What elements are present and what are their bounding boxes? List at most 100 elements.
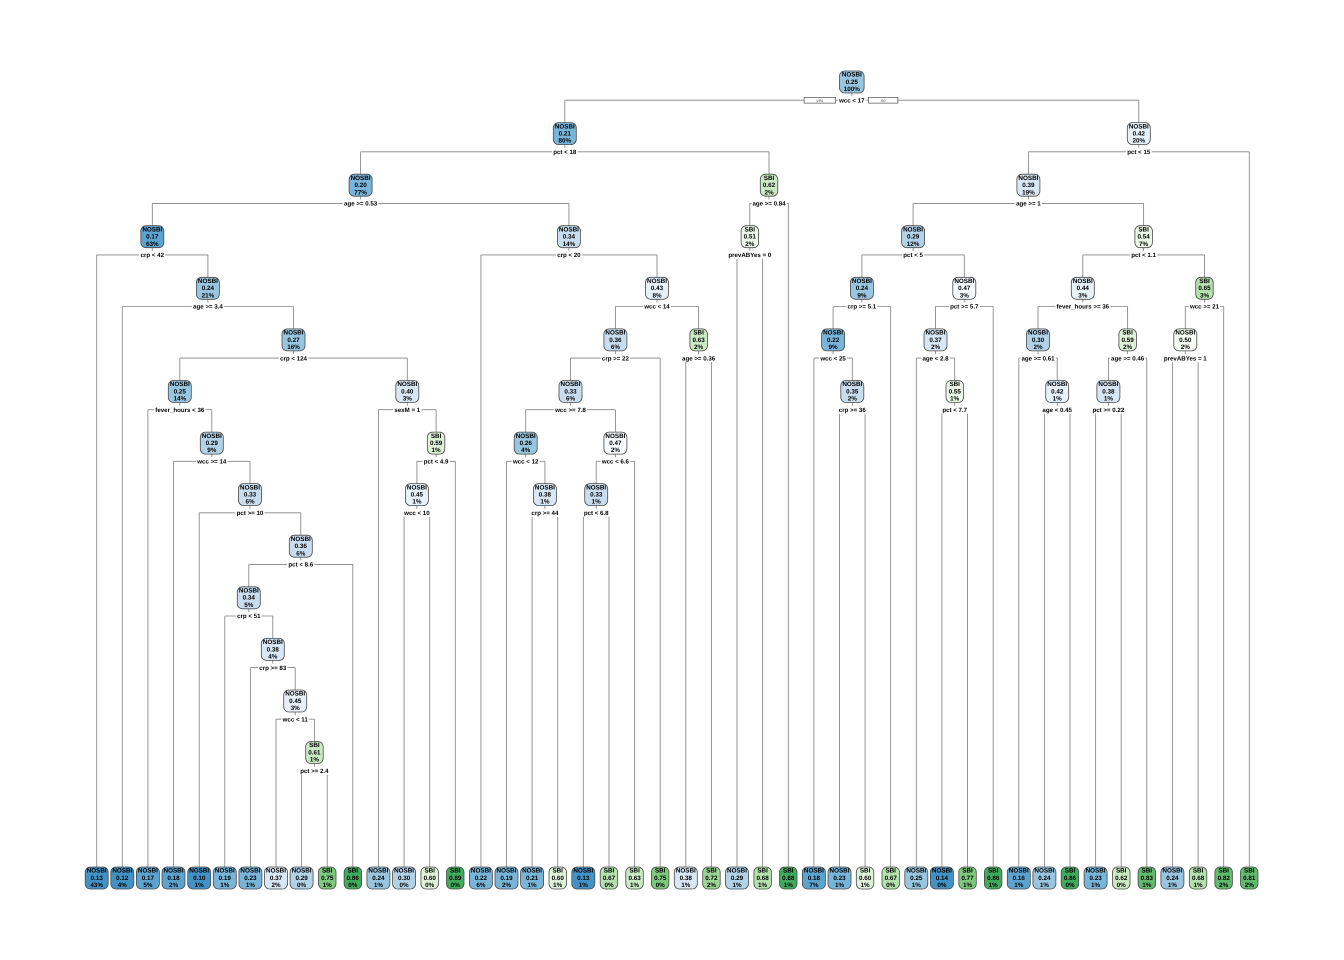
svg-text:0.36: 0.36 (295, 543, 308, 550)
svg-text:NOSBI: NOSBI (852, 278, 872, 285)
svg-text:0.17: 0.17 (142, 875, 155, 882)
svg-text:0.47: 0.47 (609, 440, 622, 447)
svg-text:prevABYes = 0: prevABYes = 0 (728, 252, 771, 259)
svg-text:1%: 1% (528, 882, 538, 889)
svg-text:16%: 16% (287, 344, 300, 351)
svg-text:0%: 0% (656, 882, 666, 889)
svg-text:0.38: 0.38 (1102, 388, 1115, 395)
svg-text:0%: 0% (400, 882, 410, 889)
svg-text:NOSBI: NOSBI (263, 639, 283, 646)
svg-text:0.16: 0.16 (1013, 875, 1026, 882)
svg-text:SBI: SBI (348, 868, 359, 875)
svg-text:crp >= 5.1: crp >= 5.1 (848, 304, 877, 311)
svg-text:0.42: 0.42 (1051, 388, 1064, 395)
svg-text:3%: 3% (960, 292, 970, 299)
svg-text:NOSBI: NOSBI (170, 381, 190, 388)
svg-text:wcc < 25: wcc < 25 (819, 355, 846, 362)
svg-text:age >= 0.84: age >= 0.84 (752, 201, 786, 208)
svg-text:0.43: 0.43 (651, 285, 664, 292)
svg-text:wcc < 17: wcc < 17 (838, 97, 865, 104)
svg-text:NOSBI: NOSBI (535, 484, 555, 491)
svg-text:0.45: 0.45 (411, 492, 424, 499)
svg-text:0.65: 0.65 (1198, 285, 1211, 292)
svg-text:crp >= 36: crp >= 36 (839, 407, 867, 414)
svg-text:NOSBI: NOSBI (516, 433, 536, 440)
svg-text:crp < 124: crp < 124 (280, 355, 307, 362)
svg-text:SBI: SBI (745, 226, 756, 233)
svg-text:0.23: 0.23 (244, 875, 257, 882)
svg-text:crp >= 83: crp >= 83 (259, 665, 287, 672)
svg-text:2%: 2% (1219, 882, 1229, 889)
svg-text:fever_hours >= 36: fever_hours >= 36 (1057, 304, 1110, 311)
svg-text:SBI: SBI (693, 330, 704, 337)
svg-text:1%: 1% (374, 882, 384, 889)
svg-text:0%: 0% (451, 882, 461, 889)
svg-text:0.39: 0.39 (1022, 182, 1035, 189)
svg-text:NOSBI: NOSBI (292, 868, 312, 875)
svg-text:6%: 6% (296, 550, 306, 557)
svg-text:crp < 20: crp < 20 (557, 252, 581, 259)
svg-text:NOSBI: NOSBI (676, 868, 696, 875)
svg-text:NOSBI: NOSBI (605, 433, 625, 440)
svg-text:0%: 0% (886, 882, 896, 889)
svg-text:NOSBI: NOSBI (284, 330, 304, 337)
svg-text:SBI: SBI (655, 868, 666, 875)
svg-text:2%: 2% (745, 241, 755, 248)
svg-text:3%: 3% (403, 396, 413, 403)
svg-text:1%: 1% (1014, 882, 1024, 889)
svg-text:NOSBI: NOSBI (407, 484, 427, 491)
svg-text:0.29: 0.29 (907, 234, 920, 241)
svg-text:0.17: 0.17 (146, 234, 159, 241)
svg-text:6%: 6% (245, 499, 255, 506)
svg-text:0.72: 0.72 (705, 875, 718, 882)
svg-text:NOSBI: NOSBI (586, 484, 606, 491)
svg-text:age < 0.45: age < 0.45 (1042, 407, 1072, 414)
svg-text:1%: 1% (220, 882, 230, 889)
svg-text:age < 2.8: age < 2.8 (922, 355, 949, 362)
svg-text:0.33: 0.33 (244, 492, 257, 499)
svg-text:4%: 4% (521, 447, 531, 454)
svg-text:NOSBI: NOSBI (1034, 868, 1054, 875)
svg-text:7%: 7% (809, 882, 819, 889)
svg-text:NOSBI: NOSBI (164, 868, 184, 875)
svg-text:0%: 0% (1065, 882, 1075, 889)
svg-text:SBI: SBI (988, 868, 999, 875)
svg-text:3%: 3% (1078, 292, 1088, 299)
svg-text:0.81: 0.81 (1243, 875, 1256, 882)
svg-text:age >= 0.46: age >= 0.46 (1111, 355, 1145, 362)
svg-text:age >= 0.53: age >= 0.53 (344, 201, 378, 208)
svg-text:pct >= 2.4: pct >= 2.4 (300, 768, 329, 775)
svg-text:0%: 0% (348, 882, 358, 889)
svg-text:0.60: 0.60 (552, 875, 565, 882)
svg-text:0.23: 0.23 (833, 875, 846, 882)
svg-text:1%: 1% (861, 882, 871, 889)
svg-text:4%: 4% (118, 882, 128, 889)
svg-text:0.26: 0.26 (520, 440, 533, 447)
svg-text:2%: 2% (1123, 344, 1133, 351)
svg-text:NOSBI: NOSBI (397, 381, 417, 388)
svg-text:SBI: SBI (1065, 868, 1076, 875)
svg-text:0.44: 0.44 (1077, 285, 1090, 292)
svg-text:5%: 5% (244, 602, 254, 609)
svg-text:2%: 2% (694, 344, 704, 351)
svg-text:2%: 2% (707, 882, 717, 889)
svg-text:4%: 4% (268, 654, 278, 661)
svg-text:0.36: 0.36 (609, 337, 622, 344)
svg-text:0.83: 0.83 (1141, 875, 1154, 882)
svg-text:0.37: 0.37 (270, 875, 283, 882)
svg-text:SBI: SBI (962, 868, 973, 875)
svg-text:0%: 0% (1117, 882, 1127, 889)
svg-text:0.59: 0.59 (1121, 337, 1134, 344)
svg-text:2%: 2% (502, 882, 512, 889)
svg-text:0.42: 0.42 (1133, 131, 1146, 138)
svg-text:NOSBI: NOSBI (1018, 175, 1038, 182)
svg-text:6%: 6% (566, 396, 576, 403)
svg-text:crp < 51: crp < 51 (237, 613, 261, 620)
svg-text:8%: 8% (652, 292, 662, 299)
svg-text:3%: 3% (1200, 292, 1210, 299)
svg-text:SBI: SBI (1193, 868, 1204, 875)
svg-text:NOSBI: NOSBI (240, 868, 260, 875)
svg-text:0.34: 0.34 (563, 234, 576, 241)
svg-text:1%: 1% (681, 882, 691, 889)
svg-text:1%: 1% (195, 882, 205, 889)
